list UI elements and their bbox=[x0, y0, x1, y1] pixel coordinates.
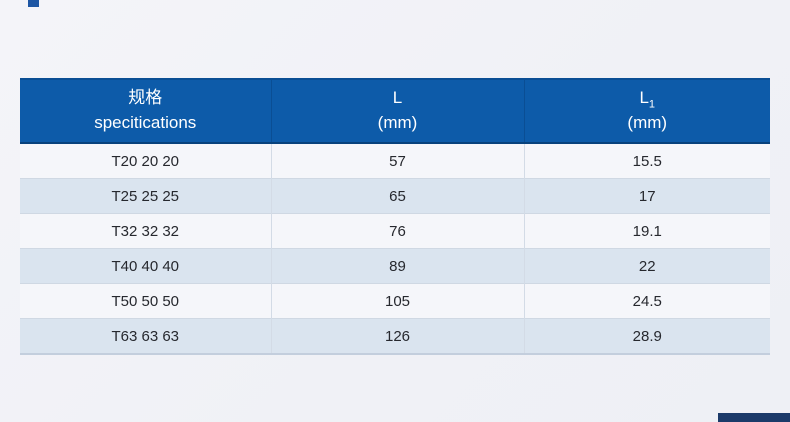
header-spec-en: specitications bbox=[94, 113, 197, 132]
table-row: T25 25 25 65 17 bbox=[20, 178, 770, 214]
cell-l: 89 bbox=[270, 248, 524, 284]
table-row: T50 50 50 105 24.5 bbox=[20, 283, 770, 319]
header-cell-l1: L1 (mm) bbox=[523, 78, 770, 144]
table-row: T20 20 20 57 15.5 bbox=[20, 143, 770, 179]
cell-l1: 28.9 bbox=[523, 318, 770, 354]
cell-spec: T50 50 50 bbox=[20, 283, 271, 319]
header-l-label: L bbox=[392, 88, 403, 108]
table-row: T63 63 63 126 28.9 bbox=[20, 318, 770, 354]
spec-table: 规格 specitications L (mm) L1 (mm) T20 20 … bbox=[20, 78, 770, 355]
cell-l: 126 bbox=[270, 318, 524, 354]
header-cell-spec: 规格 specitications bbox=[20, 78, 271, 144]
header-l1-unit: (mm) bbox=[627, 113, 668, 132]
cell-l: 65 bbox=[270, 178, 524, 214]
table-header-row: 规格 specitications L (mm) L1 (mm) bbox=[20, 78, 770, 144]
cell-spec: T32 32 32 bbox=[20, 213, 271, 249]
cell-spec: T40 40 40 bbox=[20, 248, 271, 284]
cell-l: 105 bbox=[270, 283, 524, 319]
bottom-right-accent-bar bbox=[718, 413, 790, 422]
cell-l: 57 bbox=[270, 143, 524, 179]
header-l1-label: L1 bbox=[639, 88, 656, 111]
top-left-accent-square bbox=[28, 0, 39, 7]
cell-l1: 19.1 bbox=[523, 213, 770, 249]
header-l1-subscript: 1 bbox=[648, 98, 656, 111]
header-spec-cn: 规格 bbox=[128, 88, 163, 108]
table-row: T32 32 32 76 19.1 bbox=[20, 213, 770, 249]
cell-l1: 22 bbox=[523, 248, 770, 284]
cell-l1: 24.5 bbox=[523, 283, 770, 319]
header-l-unit: (mm) bbox=[377, 113, 418, 132]
header-cell-l: L (mm) bbox=[270, 78, 524, 144]
cell-l1: 15.5 bbox=[523, 143, 770, 179]
cell-spec: T63 63 63 bbox=[20, 318, 271, 354]
cell-spec: T25 25 25 bbox=[20, 178, 271, 214]
cell-spec: T20 20 20 bbox=[20, 143, 271, 179]
cell-l: 76 bbox=[270, 213, 524, 249]
table-row: T40 40 40 89 22 bbox=[20, 248, 770, 284]
cell-l1: 17 bbox=[523, 178, 770, 214]
